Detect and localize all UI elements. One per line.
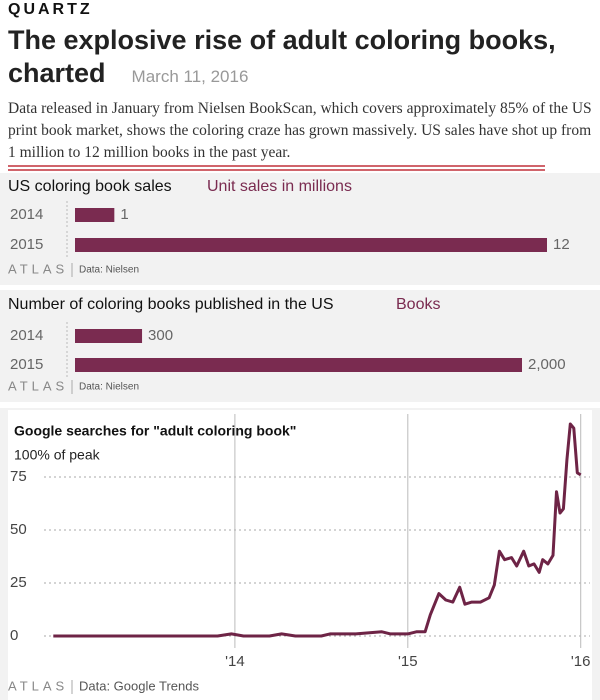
x-tick-label: '16 xyxy=(571,653,591,670)
chart-subtitle: Books xyxy=(396,296,440,313)
x-tick-label: '14 xyxy=(225,653,245,670)
brand-logo: ATLAS xyxy=(8,678,68,693)
plot-background xyxy=(8,410,592,700)
y-tick-label: 50 xyxy=(10,521,27,538)
value-label: 1 xyxy=(120,206,128,223)
x-tick-label: '15 xyxy=(398,653,418,670)
y-tick-label: 0 xyxy=(10,627,18,644)
chart-subtitle: 100% of peak xyxy=(14,447,101,463)
value-label: 12 xyxy=(553,236,570,253)
chart-background xyxy=(0,290,600,402)
y-tick-label: 25 xyxy=(10,574,27,591)
bar xyxy=(75,358,522,372)
bar xyxy=(75,208,115,222)
category-label: 2014 xyxy=(10,327,43,344)
bar xyxy=(75,238,547,252)
value-label: 2,000 xyxy=(528,356,566,373)
chart-title: Google searches for "adult coloring book… xyxy=(14,423,296,439)
date: March 11, 2016 xyxy=(131,67,249,86)
line xyxy=(53,422,582,638)
headline-text: The explosive rise of adult coloring boo… xyxy=(8,25,556,88)
brand-logo: ATLAS xyxy=(8,378,68,393)
headline: The explosive rise of adult coloring boo… xyxy=(8,24,600,93)
source: Data: Nielsen xyxy=(79,382,139,393)
category-label: 2015 xyxy=(10,236,43,253)
bar xyxy=(75,329,143,343)
chart-title: Number of coloring books published in th… xyxy=(8,296,334,313)
chart-background xyxy=(0,173,600,285)
value-label: 300 xyxy=(148,327,173,344)
category-label: 2014 xyxy=(10,206,43,223)
chart-title: US coloring book sales xyxy=(8,178,172,195)
brand-logo: ATLAS xyxy=(8,261,68,276)
source: Data: Google Trends xyxy=(79,678,199,693)
chart-subtitle: Unit sales in millions xyxy=(207,178,352,195)
article-text: Data released in January from Nielsen Bo… xyxy=(8,100,592,161)
source: Data: Nielsen xyxy=(79,265,139,276)
category-label: 2015 xyxy=(10,356,43,373)
y-tick-label: 75 xyxy=(10,468,27,485)
brand: QUARTZ xyxy=(8,1,93,18)
